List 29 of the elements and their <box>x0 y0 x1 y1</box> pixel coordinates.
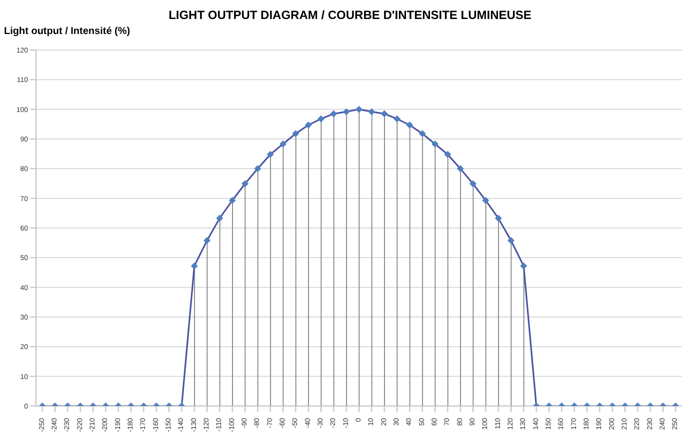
y-axis-title: Light output / Intensité (%) <box>4 26 132 39</box>
point <box>318 115 324 122</box>
point <box>380 110 388 118</box>
chart-title: LIGHT OUTPUT DIAGRAM / COURBE D'INTENSITE LUMINEUSE <box>168 8 532 24</box>
point <box>280 140 286 148</box>
point <box>494 214 502 222</box>
point <box>394 115 400 122</box>
point <box>216 214 224 222</box>
point <box>444 150 452 158</box>
point <box>470 180 476 188</box>
point <box>190 262 198 270</box>
point <box>406 122 414 129</box>
point <box>204 236 210 244</box>
point <box>330 110 338 118</box>
point <box>242 180 248 188</box>
point <box>228 196 236 204</box>
point <box>432 140 438 148</box>
point <box>456 165 464 172</box>
point <box>292 130 300 138</box>
point <box>508 236 514 244</box>
point <box>356 106 362 113</box>
point <box>418 130 426 138</box>
point <box>342 108 350 116</box>
point <box>266 150 274 158</box>
point <box>368 108 376 116</box>
point <box>482 196 490 204</box>
point <box>254 165 262 172</box>
point <box>304 122 312 129</box>
point <box>520 262 528 270</box>
